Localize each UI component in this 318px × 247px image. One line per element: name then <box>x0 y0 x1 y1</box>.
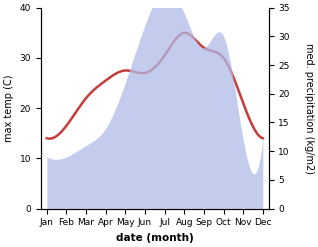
X-axis label: date (month): date (month) <box>116 233 194 243</box>
Y-axis label: max temp (C): max temp (C) <box>4 74 14 142</box>
Y-axis label: med. precipitation (kg/m2): med. precipitation (kg/m2) <box>304 43 314 174</box>
